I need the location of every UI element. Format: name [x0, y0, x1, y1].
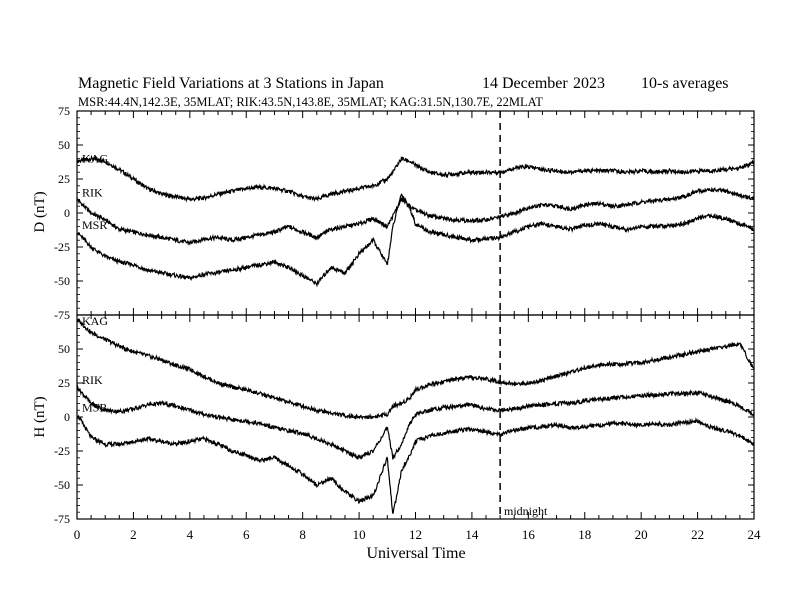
- x-axis-label: Universal Time: [366, 545, 465, 562]
- y-tick-label: -50: [54, 478, 70, 492]
- x-tick-label: 8: [299, 527, 306, 542]
- series-label-D-msr: MSR: [82, 218, 107, 232]
- series-line-D-msr: [76, 193, 755, 288]
- series-line-H-msr: [76, 415, 755, 514]
- y-tick-label: -25: [54, 240, 70, 254]
- y-tick-label: 75: [58, 104, 70, 118]
- y-tick-label: -50: [54, 274, 70, 288]
- chart-averaging: 10-s averages: [641, 75, 729, 92]
- y-tick-label: 25: [58, 172, 70, 186]
- x-tick-label: 24: [748, 527, 762, 542]
- series-label-H-rik: RIK: [82, 373, 103, 387]
- x-tick-label: 0: [74, 527, 81, 542]
- y-tick-label: -75: [54, 308, 70, 322]
- x-tick-label: 18: [578, 527, 591, 542]
- plot-panels: 75 50 25 0 -25 -50 -75 KAG RIK MSR 50 25 0 -25 -50 -75 0…: [54, 104, 761, 542]
- series-label-D-kag: KAG: [82, 151, 108, 165]
- panel-frame-H: [76, 314, 755, 520]
- series-label-D-rik: RIK: [82, 185, 103, 199]
- chart-date: 14 December: [482, 75, 568, 92]
- x-tick-label: 4: [187, 527, 194, 542]
- chart-title: Magnetic Field Variations at 3 Stations …: [78, 75, 384, 92]
- y-tick-label: -75: [54, 512, 70, 526]
- x-tick-label: 22: [691, 527, 704, 542]
- y-tick-label: 0: [64, 410, 70, 424]
- x-tick-label: 10: [353, 527, 366, 542]
- y-axis-label-h: H (nT): [32, 396, 48, 437]
- midnight-label: midnight: [504, 504, 548, 518]
- y-tick-label: 50: [58, 342, 70, 356]
- x-tick-label: 14: [465, 527, 479, 542]
- chart-subtitle: MSR:44.4N,142.3E, 35MLAT; RIK:43.5N,143.…: [78, 95, 543, 109]
- series-line-D-kag: [76, 154, 755, 203]
- y-tick-label: 25: [58, 376, 70, 390]
- x-tick-label: 16: [522, 527, 536, 542]
- y-tick-label: 0: [64, 206, 70, 220]
- x-tick-label: 20: [635, 527, 648, 542]
- y-tick-label: -25: [54, 444, 70, 458]
- series-line-H-kag: [76, 318, 755, 420]
- series-label-H-msr: MSR: [82, 400, 107, 414]
- panel-frame-D: [76, 110, 755, 316]
- x-tick-label: 12: [409, 527, 422, 542]
- y-axis-label-d: D (nT): [32, 191, 48, 232]
- series-line-D-rik: [76, 186, 755, 246]
- y-tick-label: 50: [58, 138, 70, 152]
- series-label-H-kag: KAG: [82, 314, 108, 328]
- chart-year: 2023: [573, 75, 605, 92]
- x-tick-label: 6: [243, 527, 250, 542]
- x-tick-label: 2: [130, 527, 137, 542]
- series-line-H-rik: [76, 384, 755, 460]
